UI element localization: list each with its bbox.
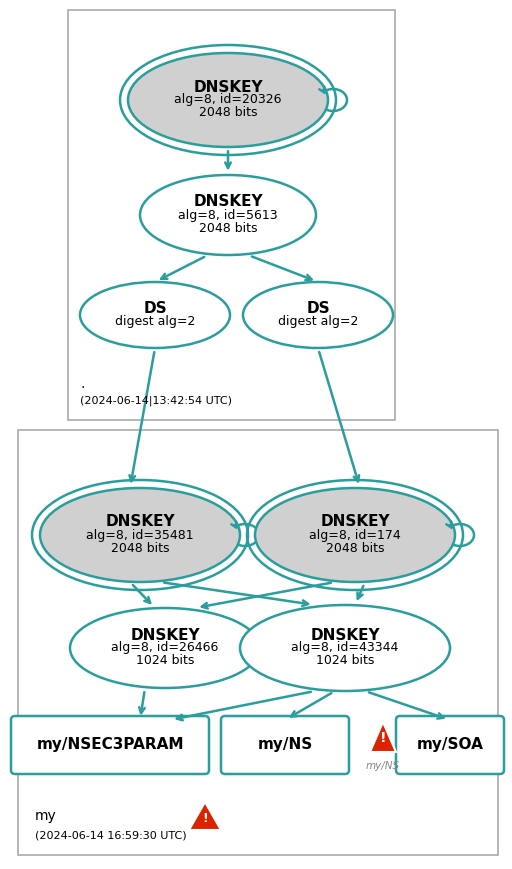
Ellipse shape [243, 282, 393, 348]
Polygon shape [189, 802, 221, 830]
Text: 2048 bits: 2048 bits [199, 222, 257, 235]
Text: DNSKEY: DNSKEY [193, 195, 263, 209]
Ellipse shape [70, 608, 260, 688]
Ellipse shape [128, 53, 328, 147]
Text: !: ! [380, 731, 386, 745]
Polygon shape [370, 722, 396, 752]
Text: DNSKEY: DNSKEY [105, 514, 175, 529]
Ellipse shape [255, 488, 455, 582]
Text: DS: DS [143, 301, 167, 316]
Text: DNSKEY: DNSKEY [320, 514, 390, 529]
Text: 1024 bits: 1024 bits [136, 654, 194, 667]
FancyBboxPatch shape [18, 430, 498, 855]
Text: 2048 bits: 2048 bits [199, 107, 257, 120]
Text: 1024 bits: 1024 bits [316, 654, 374, 667]
Text: alg=8, id=174: alg=8, id=174 [309, 528, 401, 541]
Text: alg=8, id=43344: alg=8, id=43344 [291, 641, 399, 654]
Text: my: my [35, 809, 57, 823]
Text: DS: DS [306, 301, 330, 316]
Text: (2024-06-14|13:42:54 UTC): (2024-06-14|13:42:54 UTC) [80, 395, 232, 406]
Text: alg=8, id=35481: alg=8, id=35481 [86, 528, 194, 541]
Ellipse shape [140, 175, 316, 255]
Text: digest alg=2: digest alg=2 [278, 315, 358, 328]
Text: DNSKEY: DNSKEY [130, 627, 200, 642]
Text: alg=8, id=5613: alg=8, id=5613 [178, 209, 278, 222]
Text: my/NSEC3PARAM: my/NSEC3PARAM [36, 738, 184, 753]
Text: my/NS: my/NS [258, 738, 313, 753]
Text: .: . [80, 377, 84, 391]
Text: alg=8, id=26466: alg=8, id=26466 [111, 641, 219, 654]
Ellipse shape [40, 488, 240, 582]
Text: DNSKEY: DNSKEY [193, 79, 263, 95]
Text: 2048 bits: 2048 bits [111, 541, 169, 554]
FancyBboxPatch shape [11, 716, 209, 774]
Text: my/SOA: my/SOA [417, 738, 483, 753]
Text: DNSKEY: DNSKEY [310, 627, 380, 642]
Text: 2048 bits: 2048 bits [326, 541, 384, 554]
Text: !: ! [202, 812, 208, 825]
Text: my/NS: my/NS [366, 761, 400, 771]
Text: (2024-06-14 16:59:30 UTC): (2024-06-14 16:59:30 UTC) [35, 830, 187, 840]
FancyBboxPatch shape [68, 10, 395, 420]
Text: digest alg=2: digest alg=2 [115, 315, 195, 328]
Ellipse shape [240, 605, 450, 691]
FancyBboxPatch shape [221, 716, 349, 774]
Ellipse shape [80, 282, 230, 348]
FancyBboxPatch shape [396, 716, 504, 774]
Text: alg=8, id=20326: alg=8, id=20326 [174, 94, 282, 107]
